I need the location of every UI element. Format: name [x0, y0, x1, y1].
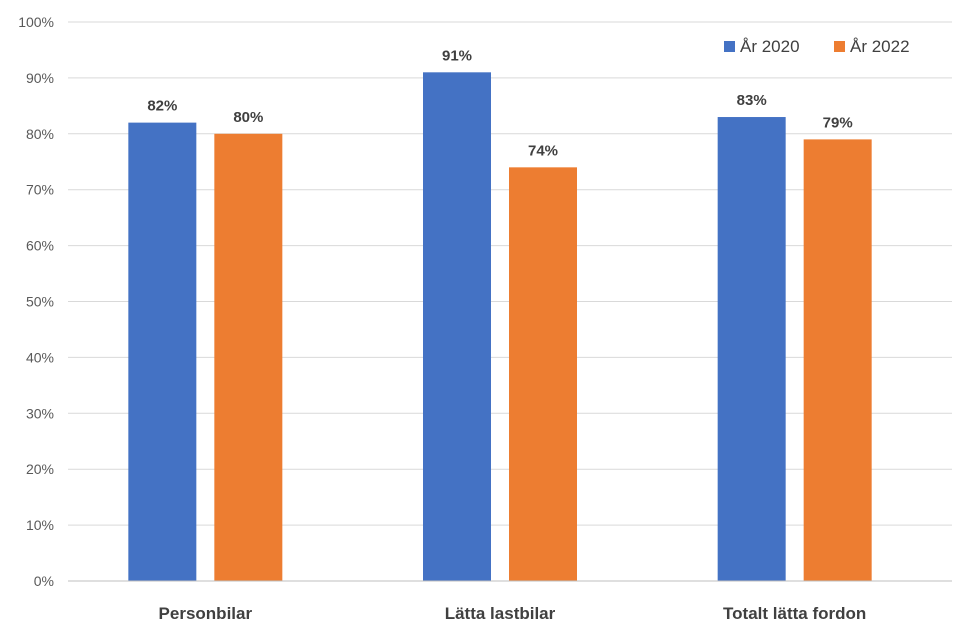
y-tick-label: 20% [26, 461, 54, 477]
data-label: 82% [147, 98, 177, 115]
data-label: 74% [528, 142, 558, 159]
legend-label-ar-2022: År 2022 [850, 37, 910, 56]
bar [214, 133, 283, 582]
x-category-label: Lätta lastbilar [445, 604, 556, 622]
bar [423, 72, 491, 581]
y-tick-label: 90% [26, 70, 54, 86]
y-tick-label: 50% [26, 294, 54, 310]
y-tick-label: 100% [18, 14, 54, 30]
bar [717, 117, 786, 581]
x-category-label: Personbilar [159, 604, 253, 622]
legend-label-ar-2020: År 2020 [740, 37, 800, 56]
bar [128, 122, 197, 582]
y-tick-label: 40% [26, 349, 54, 365]
legend: År 2020 År 2022 [724, 37, 910, 56]
data-label: 91% [442, 47, 472, 64]
legend-swatch-ar-2022 [834, 41, 845, 52]
y-tick-label: 70% [26, 182, 54, 198]
y-tick-label: 30% [26, 405, 54, 421]
y-tick-label: 60% [26, 238, 54, 254]
y-axis-ticks: 0% 10% 20% 30% 40% 50% 60% 70% 80% 90% 100% [18, 14, 54, 589]
bars [128, 72, 872, 582]
legend-swatch-ar-2020 [724, 41, 735, 52]
data-labels: 82% 80% 91% 74% 83% 79% [147, 47, 852, 159]
data-label: 80% [233, 109, 263, 126]
data-label: 83% [737, 92, 767, 109]
x-category-label: Totalt lätta fordon [723, 604, 866, 622]
y-tick-label: 80% [26, 126, 54, 142]
bar [803, 139, 872, 581]
y-tick-label: 10% [26, 517, 54, 533]
data-label: 79% [823, 114, 853, 131]
y-tick-label: 0% [34, 573, 54, 589]
bar [509, 167, 577, 581]
x-axis-categories: Personbilar Lätta lastbilar Totalt lätta f… [159, 604, 867, 622]
